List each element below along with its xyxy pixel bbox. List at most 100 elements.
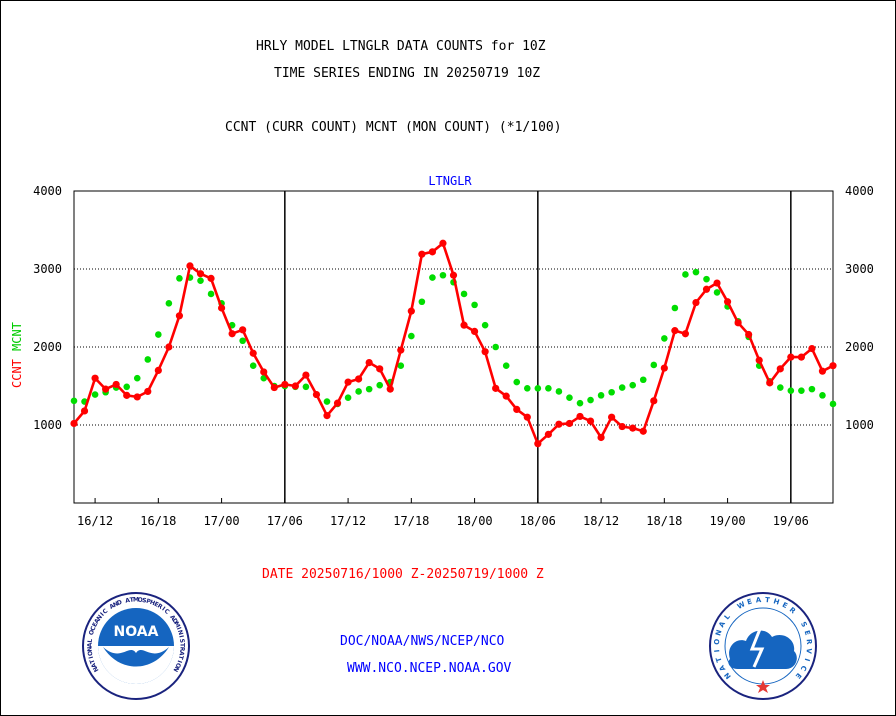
- ccnt-point: [808, 344, 816, 353]
- logo-ring-letter: I: [713, 649, 721, 652]
- ccnt-point: [196, 270, 205, 278]
- y-tick-label-right: 1000: [845, 418, 874, 432]
- mcnt-point: [692, 268, 700, 276]
- ccnt-point: [766, 379, 774, 387]
- mcnt-point: [144, 356, 152, 363]
- ccnt-point: [755, 356, 763, 364]
- y-tick-label-right: 4000: [845, 184, 874, 198]
- ccnt-point: [281, 380, 289, 389]
- y-axis-label-mcnt: MCNT: [10, 322, 24, 351]
- mcnt-point: [776, 384, 784, 391]
- logo-ring-letter: N: [92, 665, 101, 673]
- ccnt-point: [165, 343, 173, 351]
- logo-ring-letter: L: [723, 612, 732, 621]
- x-tick-label: 16/12: [77, 514, 113, 528]
- mcnt-point: [650, 361, 658, 369]
- ccnt-point: [302, 371, 310, 379]
- x-tick-label: 17/00: [204, 514, 240, 528]
- ccnt-point: [260, 368, 268, 376]
- mcnt-point: [418, 298, 426, 306]
- ccnt-point: [671, 327, 679, 335]
- ccnt-point: [565, 419, 574, 428]
- y-tick-label-left: 2000: [33, 340, 62, 354]
- x-tick-label: 17/18: [393, 514, 429, 528]
- x-tick-label: 16/18: [140, 514, 176, 528]
- mcnt-point: [502, 362, 510, 370]
- logo-ring-letter: I: [88, 655, 95, 659]
- ccnt-point: [449, 271, 458, 279]
- mcnt-point: [629, 381, 637, 389]
- mcnt-point: [176, 275, 183, 282]
- mcnt-point: [133, 374, 141, 382]
- ccnt-point: [660, 364, 668, 372]
- logo-ring-letter: A: [717, 620, 727, 629]
- mcnt-point: [355, 388, 362, 395]
- ccnt-point: [270, 383, 278, 392]
- mcnt-point: [249, 362, 257, 370]
- mcnt-point: [165, 300, 173, 307]
- mcnt-point: [323, 398, 331, 405]
- logo-ring-letter: A: [90, 661, 98, 668]
- ccnt-point: [681, 330, 690, 338]
- logo-ring-letter: D: [116, 599, 123, 607]
- mcnt-point: [661, 335, 668, 342]
- y-tick-label-left: 3000: [33, 262, 62, 276]
- ccnt-point: [523, 413, 531, 421]
- mcnt-point: [639, 376, 647, 384]
- logo-ring-letter: M: [133, 597, 139, 604]
- logo-ring-letter: A: [93, 617, 102, 625]
- logo-ring-letter: O: [137, 596, 143, 603]
- mcnt-point: [819, 392, 826, 399]
- logo-ring-letter: I: [99, 611, 106, 617]
- x-tick-label: 18/06: [520, 514, 556, 528]
- mcnt-point: [671, 304, 679, 312]
- vertical-line-layer: [284, 191, 792, 503]
- mcnt-point: [618, 384, 626, 391]
- ccnt-point: [629, 424, 637, 432]
- logo-ring-letter: A: [86, 642, 93, 647]
- noaa-logo-wordmark: NOAA: [114, 624, 159, 640]
- logo-ring-letter: O: [88, 629, 96, 636]
- x-tick-label: 17/12: [330, 514, 366, 528]
- ccnt-point: [502, 392, 510, 400]
- logo-ring-letter: C: [799, 664, 808, 672]
- chart-title: LTNGLR: [428, 174, 472, 188]
- mcnt-point: [123, 383, 131, 391]
- logo-ring-letter: P: [145, 598, 152, 606]
- ccnt-point: [249, 349, 257, 357]
- ccnt-point: [144, 387, 152, 396]
- noaa-logo-bird-icon: [103, 647, 169, 667]
- logo-ring-letter: N: [86, 646, 93, 651]
- website-link[interactable]: WWW.NCO.NCEP.NOAA.GOV: [347, 661, 512, 676]
- mcnt-point: [460, 290, 468, 298]
- ccnt-point: [344, 378, 352, 386]
- x-tick-label: 17/06: [267, 514, 303, 528]
- logo-ring-letter: N: [714, 629, 723, 637]
- ccnt-point: [639, 427, 647, 435]
- chart-header-title: HRLY MODEL LTNGLR DATA COUNTS for 10Z: [256, 39, 546, 54]
- ccnt-point: [829, 362, 837, 370]
- logo-ring-letter: E: [781, 601, 789, 610]
- logo-ring-letter: A: [168, 614, 177, 622]
- mcnt-point: [207, 290, 215, 298]
- ccnt-point: [492, 384, 500, 392]
- mcnt-point: [365, 385, 373, 393]
- logo-ring-letter: I: [177, 635, 184, 639]
- ccnt-point: [618, 422, 626, 431]
- ccnt-point: [323, 412, 331, 420]
- mcnt-point: [576, 399, 584, 407]
- logo-ring-letter: S: [142, 597, 148, 605]
- logo-ring-letter: O: [713, 638, 722, 645]
- plot-frame: [73, 190, 834, 504]
- ccnt-point: [239, 326, 247, 334]
- ccnt-point: [386, 385, 394, 393]
- ccnt-point: [407, 307, 415, 315]
- logo-ring-letter: A: [755, 596, 762, 605]
- mcnt-point: [555, 388, 563, 395]
- tick-layer: 16/12 16/18 17/00 17/06 17/12 17/18 18/00 18/06…: [77, 498, 809, 528]
- ccnt-point: [123, 391, 131, 399]
- chart-header-subtitle: TIME SERIES ENDING IN 20250719 10Z: [274, 66, 541, 81]
- x-tick-label: 18/00: [457, 514, 493, 528]
- logo-ring-letter: E: [91, 621, 99, 628]
